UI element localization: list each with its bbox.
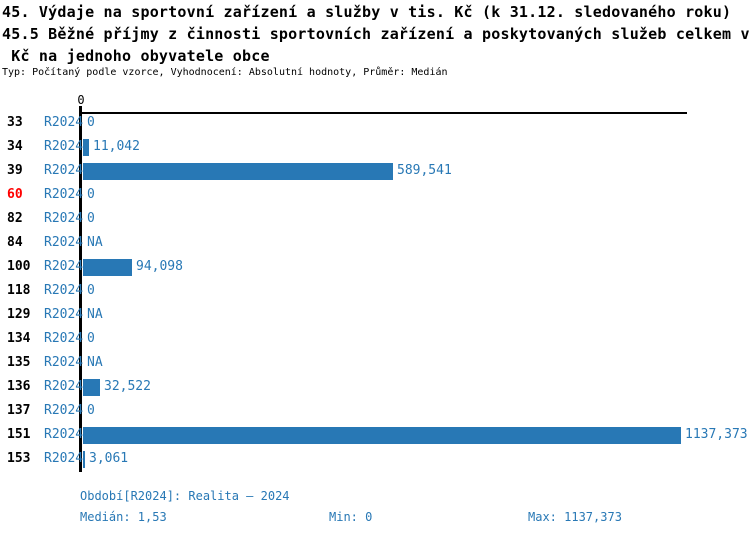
bar-value-label: 0 [87,331,95,346]
bar-value-label: NA [87,307,103,322]
row-series-label: R2024 [44,379,84,394]
row-category-label: 84 [7,235,23,250]
chart-row: 151 R2024 1137,373 [0,423,750,447]
row-category-label: 39 [7,163,23,178]
chart-meta-line: Typ: Počítaný podle vzorce, Vyhodnocení:… [2,67,448,78]
row-series-label: R2024 [44,307,84,322]
bar-value-label: 0 [87,115,95,130]
row-series-label: R2024 [44,355,84,370]
bar-value-label: 32,522 [104,379,151,394]
chart-title-line-1: 45. Výdaje na sportovní zařízení a služb… [2,3,732,21]
chart-row: 33 R2024 0 [0,111,750,135]
row-category-label: 151 [7,427,31,442]
chart-row: 134 R2024 0 [0,327,750,351]
row-category-label: 33 [7,115,23,130]
bar-value-label: 589,541 [397,163,452,178]
row-series-label: R2024 [44,115,84,130]
row-category-label: 118 [7,283,31,298]
chart-row: 84 R2024 NA [0,231,750,255]
bar-value-label: 0 [87,403,95,418]
row-category-label: 136 [7,379,31,394]
row-category-label: 153 [7,451,31,466]
chart-row: 82 R2024 0 [0,207,750,231]
chart-row: 39 R2024 589,541 [0,159,750,183]
bar-value-label: NA [87,355,103,370]
row-series-label: R2024 [44,427,84,442]
chart-row: 137 R2024 0 [0,399,750,423]
footer-max-label: Max: 1137,373 [528,510,622,524]
bar [83,451,85,468]
row-category-label: 100 [7,259,31,274]
row-category-label: 129 [7,307,31,322]
bar-value-label: 0 [87,187,95,202]
row-category-label: 137 [7,403,31,418]
bar [83,259,132,276]
bar [83,379,100,396]
bar-value-label: 1137,373 [685,427,748,442]
row-category-label: 82 [7,211,23,226]
row-series-label: R2024 [44,451,84,466]
chart-row: 118 R2024 0 [0,279,750,303]
footer-period-label: Období[R2024]: Realita – 2024 [80,489,290,503]
chart-row: 136 R2024 32,522 [0,375,750,399]
chart-title-line-3: Kč na jednoho obyvatele obce [2,47,270,65]
bar [83,139,89,156]
bar-value-label: 0 [87,283,95,298]
row-series-label: R2024 [44,331,84,346]
bar-value-label: 11,042 [93,139,140,154]
footer-median-label: Medián: 1,53 [80,510,167,524]
chart-title-line-2: 45.5 Běžné příjmy z činnosti sportovních… [2,25,750,43]
chart-rows: 33 R2024 0 34 R2024 11,042 39 R2024 589,541 60 R20… [0,111,750,471]
row-series-label: R2024 [44,235,84,250]
chart-row: 135 R2024 NA [0,351,750,375]
row-series-label: R2024 [44,187,84,202]
row-series-label: R2024 [44,403,84,418]
row-series-label: R2024 [44,283,84,298]
footer-min-label: Min: 0 [329,510,373,524]
row-series-label: R2024 [44,211,84,226]
row-series-label: R2024 [44,163,84,178]
row-category-label: 60 [7,187,23,202]
x-axis-zero-tick-label: 0 [77,93,85,107]
row-series-label: R2024 [44,139,84,154]
bar-value-label: 94,098 [136,259,183,274]
chart-row: 34 R2024 11,042 [0,135,750,159]
chart-row: 100 R2024 94,098 [0,255,750,279]
chart-row: 153 R2024 3,061 [0,447,750,471]
chart-row: 60 R2024 0 [0,183,750,207]
row-series-label: R2024 [44,259,84,274]
row-category-label: 134 [7,331,31,346]
bar [83,427,681,444]
y-axis-line [79,106,82,472]
bar-value-label: NA [87,235,103,250]
bar [83,163,393,180]
bar-value-label: 3,061 [89,451,129,466]
x-axis-line [79,112,687,114]
chart-row: 129 R2024 NA [0,303,750,327]
bar-value-label: 0 [87,211,95,226]
row-category-label: 34 [7,139,23,154]
row-category-label: 135 [7,355,31,370]
